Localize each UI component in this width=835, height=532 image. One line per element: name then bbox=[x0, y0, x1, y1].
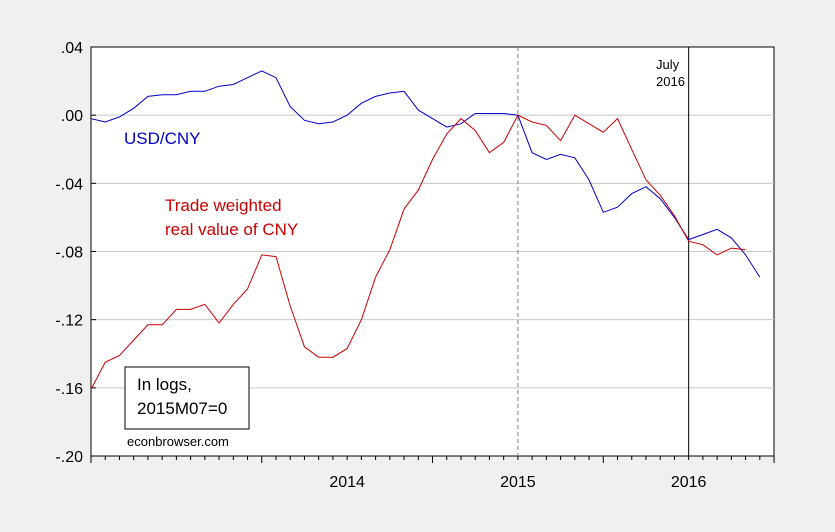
x-axis: 2014 2015 2016 bbox=[90, 456, 775, 491]
note-line2: 2015M07=0 bbox=[137, 399, 227, 418]
source-label: econbrowser.com bbox=[127, 434, 229, 449]
y-tick-label: .04 bbox=[61, 40, 83, 57]
series-lines bbox=[90, 70, 761, 390]
series-line bbox=[90, 70, 761, 278]
y-axis: .04 .00 -.04 -.08 -.12 -.16 -.20 bbox=[55, 40, 96, 466]
note-box: In logs, 2015M07=0 bbox=[124, 366, 250, 430]
y-tick-label: .00 bbox=[61, 108, 83, 125]
y-tick-label: -.08 bbox=[55, 245, 83, 262]
tw-series-label-line1: Trade weighted bbox=[165, 196, 282, 215]
x-tick-label: 2015 bbox=[500, 474, 536, 491]
vline-label-line1: July bbox=[656, 57, 680, 72]
y-tick-label: -.16 bbox=[55, 381, 83, 398]
usd-series-label: USD/CNY bbox=[124, 129, 201, 148]
y-tick-label: -.04 bbox=[55, 176, 83, 193]
y-tick-label: -.20 bbox=[55, 449, 83, 466]
vline-label-line2: 2016 bbox=[656, 74, 685, 89]
reference-lines bbox=[517, 47, 690, 456]
series-line bbox=[90, 114, 746, 390]
tw-series-label-line2: real value of CNY bbox=[165, 220, 298, 239]
x-tick-label: 2014 bbox=[329, 474, 365, 491]
x-tick-label: 2016 bbox=[671, 474, 707, 491]
note-line1: In logs, bbox=[137, 375, 192, 394]
y-tick-label: -.12 bbox=[55, 313, 83, 330]
